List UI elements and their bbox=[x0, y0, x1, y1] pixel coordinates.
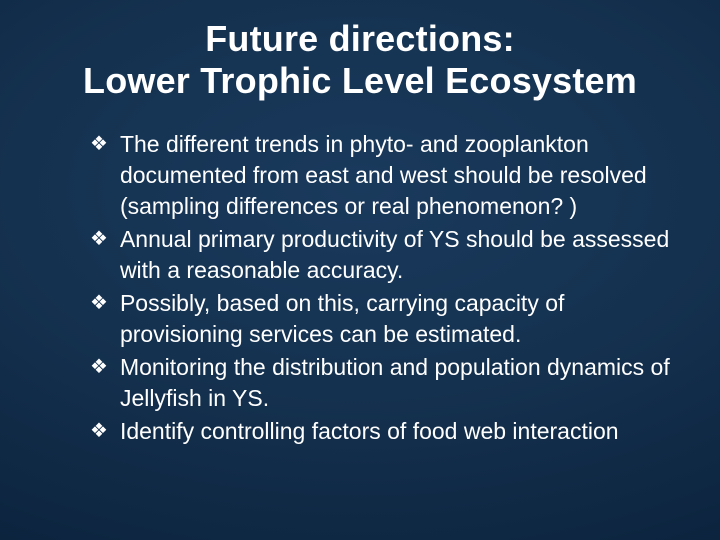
list-item: ❖ The different trends in phyto- and zoo… bbox=[90, 129, 680, 222]
bullet-icon: ❖ bbox=[90, 129, 108, 160]
bullet-text: Annual primary productivity of YS should… bbox=[120, 224, 680, 286]
list-item: ❖ Identify controlling factors of food w… bbox=[90, 416, 680, 447]
title-line-1: Future directions: bbox=[205, 18, 515, 59]
bullet-icon: ❖ bbox=[90, 416, 108, 447]
bullet-text: Monitoring the distribution and populati… bbox=[120, 352, 680, 414]
bullet-text: Identify controlling factors of food web… bbox=[120, 416, 619, 447]
bullet-icon: ❖ bbox=[90, 224, 108, 255]
bullet-icon: ❖ bbox=[90, 288, 108, 319]
bullet-text: The different trends in phyto- and zoopl… bbox=[120, 129, 680, 222]
slide: Future directions: Lower Trophic Level E… bbox=[0, 0, 720, 540]
list-item: ❖ Monitoring the distribution and popula… bbox=[90, 352, 680, 414]
bullet-icon: ❖ bbox=[90, 352, 108, 383]
bullet-text: Possibly, based on this, carrying capaci… bbox=[120, 288, 680, 350]
title-line-2: Lower Trophic Level Ecosystem bbox=[83, 60, 637, 101]
list-item: ❖ Possibly, based on this, carrying capa… bbox=[90, 288, 680, 350]
list-item: ❖ Annual primary productivity of YS shou… bbox=[90, 224, 680, 286]
bullet-list: ❖ The different trends in phyto- and zoo… bbox=[40, 129, 680, 447]
slide-title: Future directions: Lower Trophic Level E… bbox=[40, 18, 680, 103]
